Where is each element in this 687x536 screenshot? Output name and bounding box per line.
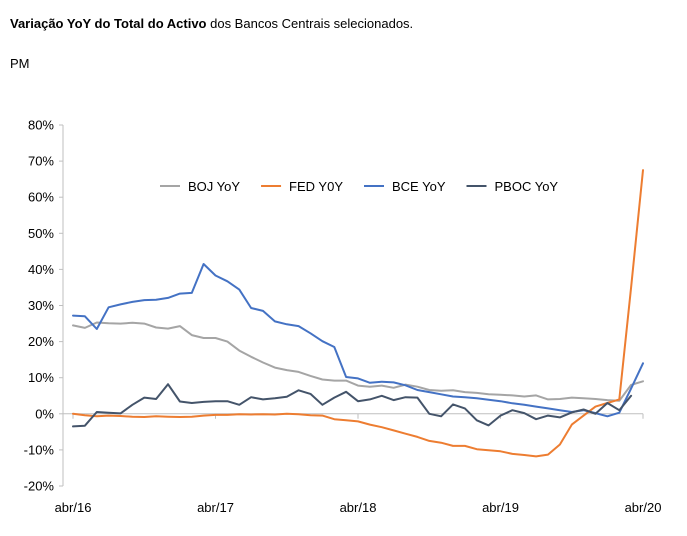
y-tick-label: 10%	[28, 370, 54, 385]
chart-title: Variação YoY do Total do Activo dos Banc…	[10, 16, 413, 31]
chart-title-bold: Variação YoY do Total do Activo	[10, 16, 207, 31]
legend-label: PBOC YoY	[495, 179, 559, 194]
y-tick-label: -20%	[24, 479, 55, 494]
series-line-boj-yoy	[72, 321, 644, 402]
legend-label: FED Y0Y	[289, 179, 343, 194]
chart-series	[72, 169, 644, 458]
series-line-fed-y0y	[72, 169, 644, 458]
y-unit-label: PM	[10, 56, 30, 71]
x-tick-label: abr/16	[55, 500, 92, 515]
legend-label: BOJ YoY	[188, 179, 240, 194]
series-line-bce-yoy	[72, 263, 644, 418]
x-tick-label: abr/20	[625, 500, 662, 515]
x-tick-label: abr/19	[482, 500, 519, 515]
y-tick-label: 60%	[28, 190, 54, 205]
y-tick-label: -10%	[24, 442, 55, 457]
y-tick-label: 80%	[28, 118, 54, 133]
y-tick-label: 50%	[28, 226, 54, 241]
y-tick-label: 70%	[28, 154, 54, 169]
x-tick-label: abr/18	[340, 500, 377, 515]
x-tick-label: abr/17	[197, 500, 234, 515]
chart-axes: -20% -10% 0% 10% 20% 30% 40% 50% 60% 70% 80% abr/16…	[24, 118, 662, 516]
legend-label: BCE YoY	[392, 179, 446, 194]
y-tick-label: 40%	[28, 262, 54, 277]
y-tick-label: 0%	[35, 406, 54, 421]
y-tick-label: 20%	[28, 334, 54, 349]
chart-title-rest: dos Bancos Centrais selecionados.	[206, 16, 414, 31]
series-line-pboc-yoy	[72, 383, 633, 428]
chart-legend: BOJ YoY FED Y0Y BCE YoY PBOC YoY	[160, 179, 558, 194]
y-tick-label: 30%	[28, 298, 54, 313]
